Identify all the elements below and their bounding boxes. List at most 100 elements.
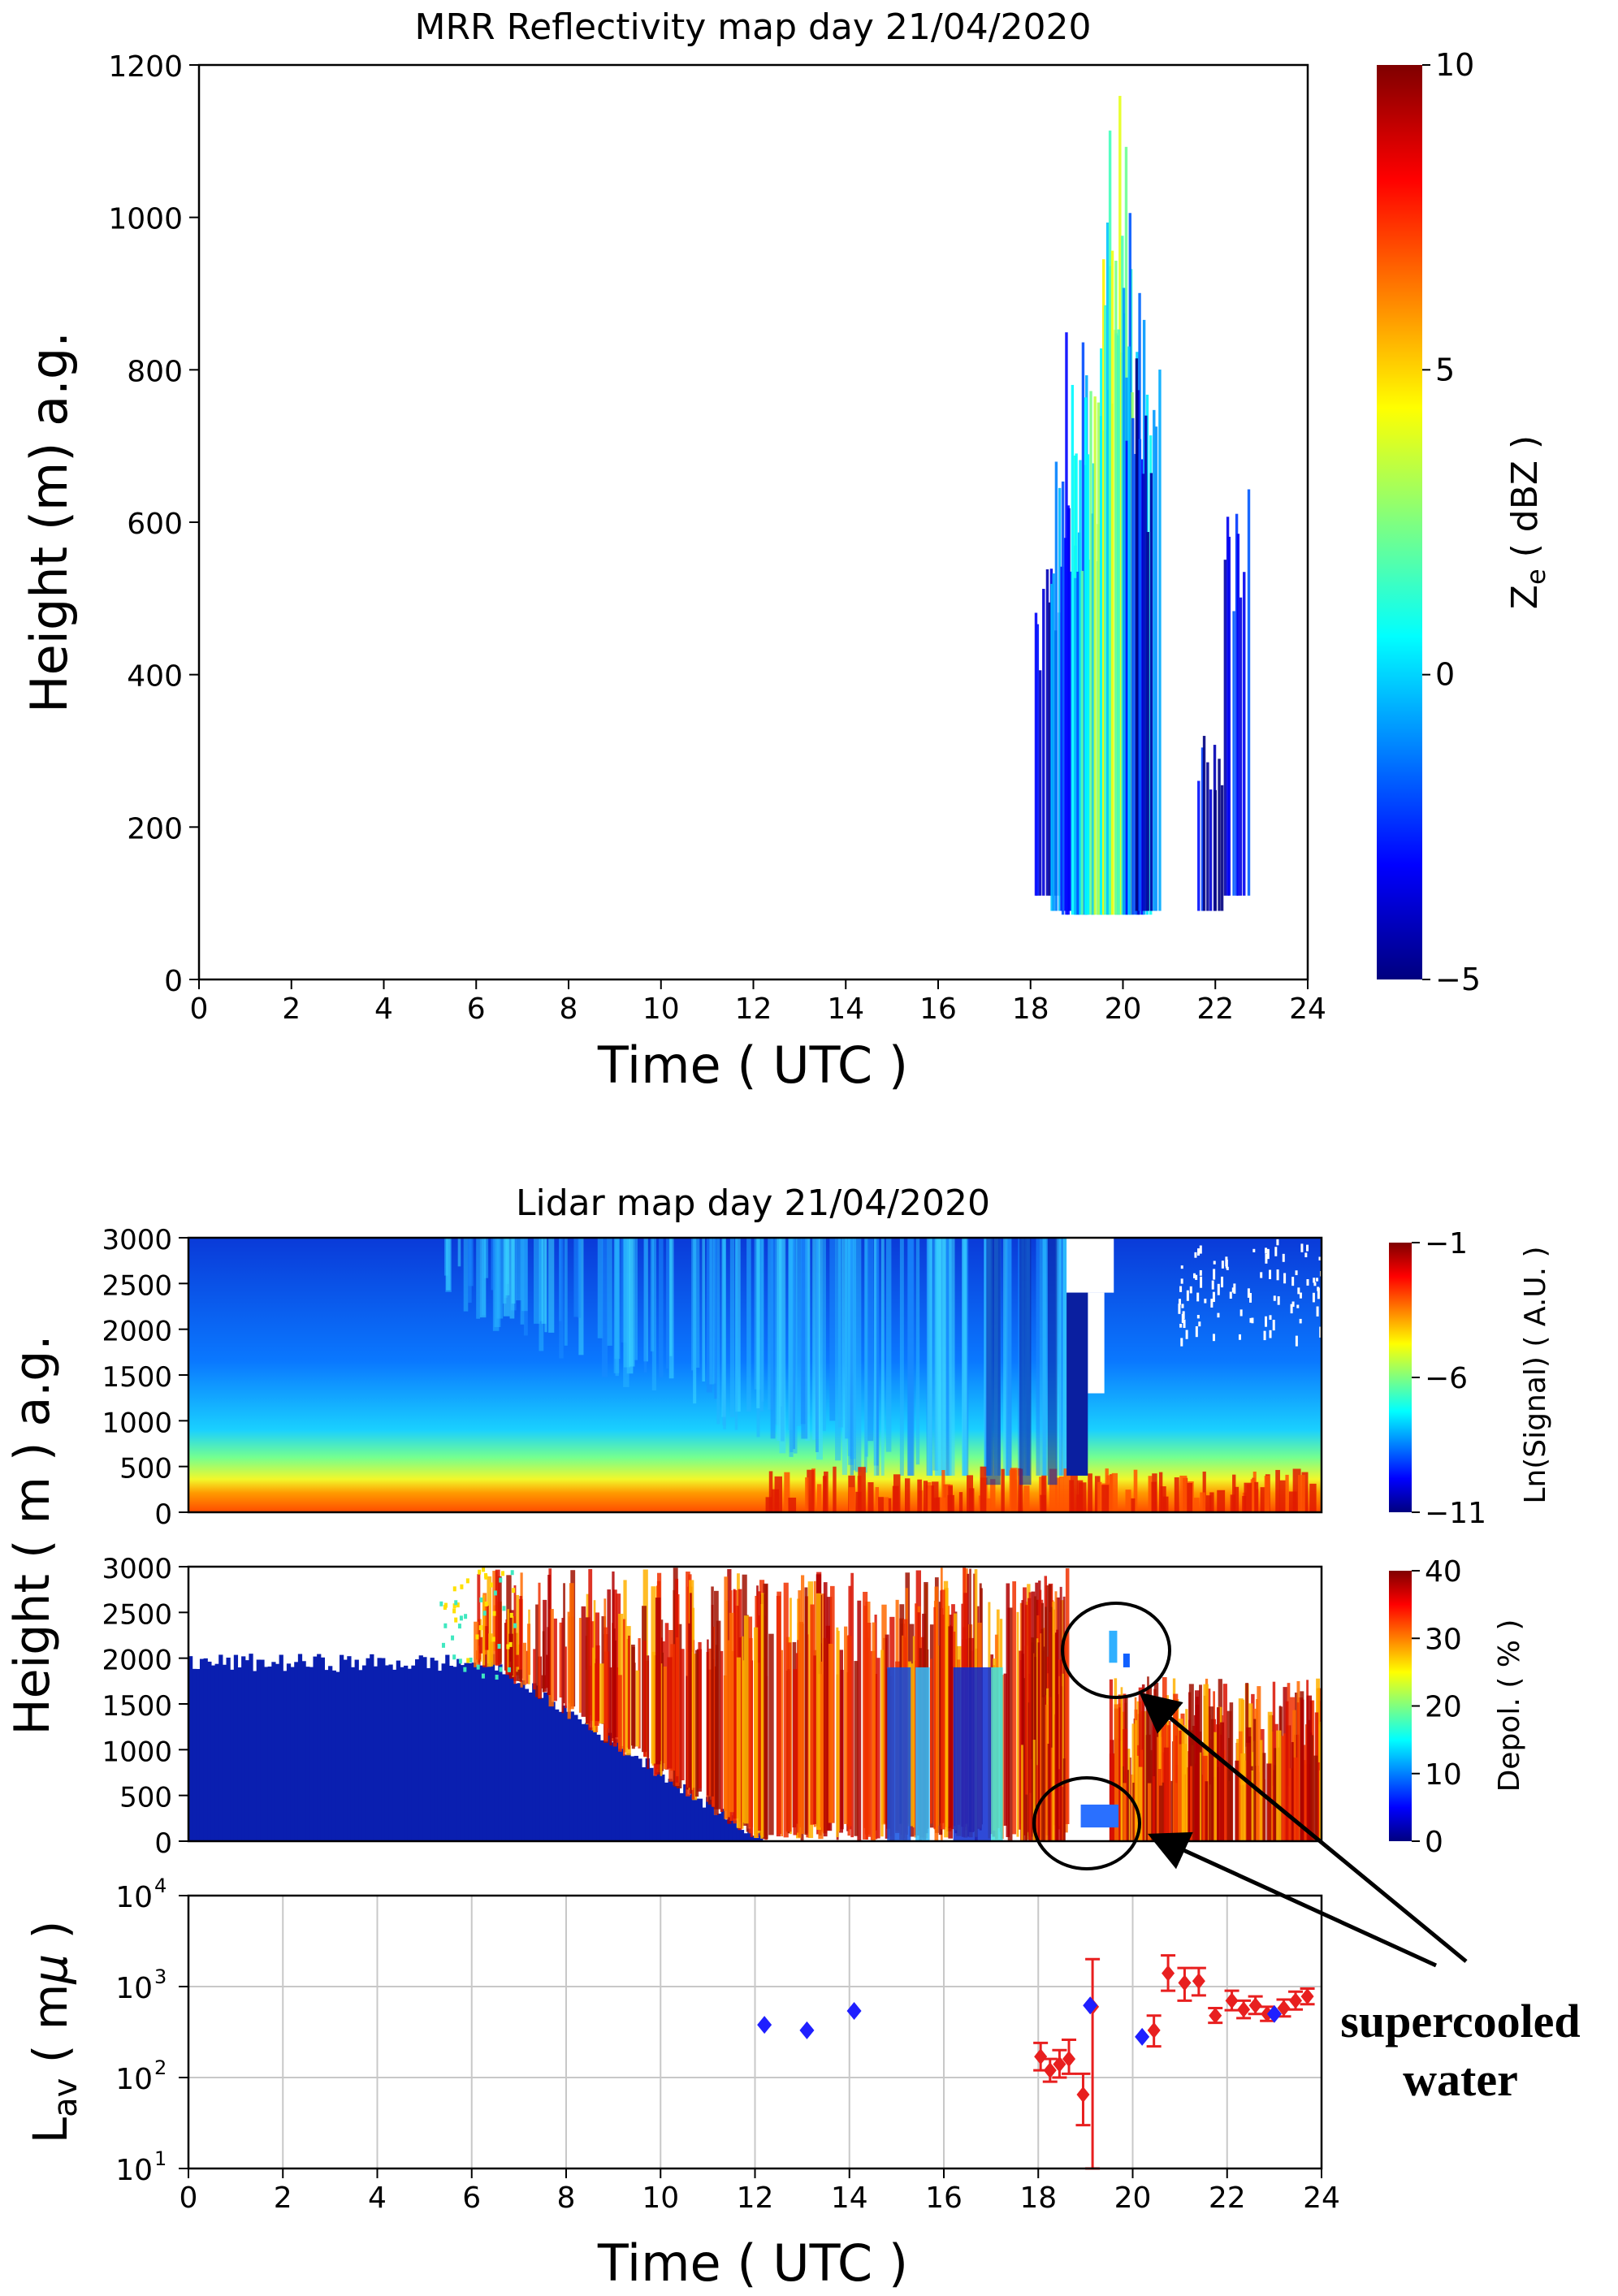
data-point (1147, 2021, 1161, 2039)
colorbar-tick-label: 40 (1425, 1555, 1462, 1589)
lidar-panel: Lidar map day 21/04/2020 0 500 1000 1500 200… (102, 1183, 1552, 1531)
mrr-colorbar-label: Ze ( dBZ ) (1504, 435, 1551, 609)
y-tick-label: 400 (127, 660, 183, 694)
x-tick-label: 4 (368, 2181, 387, 2215)
x-tick-label: 16 (925, 2181, 963, 2215)
data-point (1209, 2007, 1222, 2024)
data-point (1053, 2056, 1066, 2073)
colorbar-tick-label: 20 (1425, 1691, 1462, 1724)
mrr-colorbar (1377, 65, 1422, 979)
lidar-y-label: Height ( m ) a.g. (4, 1335, 61, 1736)
x-tick-label: 22 (1196, 992, 1234, 1026)
data-point (1266, 2004, 1282, 2023)
y-tick-exponent: 1 (154, 2147, 167, 2170)
y-tick-label: 3000 (102, 1553, 172, 1585)
lidar-colorbar-ticks: −11 −6 −1 (1412, 1227, 1486, 1530)
lav-x-axis: 0 2 4 6 8 10 12 14 16 18 20 22 24 (180, 2168, 1340, 2215)
data-point (1135, 2027, 1150, 2046)
data-point (1248, 1997, 1262, 2014)
y-tick-label: 200 (127, 812, 183, 845)
annotation-arrow-lower (1147, 1831, 1438, 1968)
x-tick-label: 22 (1209, 2181, 1246, 2215)
x-tick-label: 16 (919, 992, 957, 1026)
x-tick-label: 18 (1019, 2181, 1057, 2215)
annotation-line2: water (1403, 2053, 1518, 2106)
data-point (1300, 1988, 1314, 2005)
y-tick-label: 2500 (102, 1269, 172, 1302)
x-tick-label: 24 (1289, 992, 1326, 1026)
data-point (1225, 1992, 1239, 2009)
x-tick-label: 2 (282, 992, 301, 1026)
x-tick-label: 20 (1105, 992, 1142, 1026)
x-tick-label: 6 (462, 2181, 481, 2215)
x-tick-label: 14 (827, 992, 864, 1026)
y-tick-exponent: 4 (154, 1874, 167, 1897)
data-point (1034, 2048, 1048, 2065)
mrr-x-axis: 0 2 4 6 8 10 12 14 16 18 20 22 24 (190, 979, 1326, 1026)
supercooled-circle-lower (1032, 1776, 1141, 1870)
y-tick-label: 10 (115, 1972, 153, 2005)
lidar-title: Lidar map day 21/04/2020 (516, 1183, 990, 1224)
colorbar-tick-label: −6 (1425, 1362, 1468, 1395)
y-tick-label: 1000 (108, 203, 183, 236)
x-tick-label: 14 (831, 2181, 868, 2215)
y-tick-label: 0 (154, 1498, 172, 1531)
lidar-y-axis: 0 500 1000 1500 2000 2500 3000 (102, 1224, 188, 1531)
x-tick-label: 6 (467, 992, 486, 1026)
x-tick-label: 10 (642, 2181, 679, 2215)
colorbar-tick-label: 5 (1435, 352, 1455, 387)
depol-heatmap (188, 1567, 1322, 1841)
y-tick-label: 0 (154, 1827, 172, 1860)
supercooled-patch-lower (1080, 1804, 1119, 1828)
data-point (757, 2016, 772, 2034)
mrr-x-label: Time ( UTC ) (597, 1036, 908, 1095)
y-tick-label: 0 (164, 965, 183, 998)
data-point (1043, 2062, 1057, 2079)
annotation-arrow-upper (1139, 1692, 1468, 1963)
x-tick-label: 8 (560, 992, 578, 1026)
y-tick-label: 10 (115, 2154, 153, 2187)
mrr-y-label: Height (m) a.g. (19, 331, 79, 713)
annotation-line1: supercooled (1340, 1995, 1580, 2047)
y-tick-label: 3000 (102, 1224, 172, 1256)
lidar-colorbar (1389, 1243, 1412, 1512)
supercooled-patch-upper (1109, 1630, 1118, 1663)
x-tick-label: 0 (180, 2181, 198, 2215)
x-tick-label: 0 (190, 992, 209, 1026)
x-tick-label: 24 (1303, 2181, 1340, 2215)
lav-points (757, 1954, 1315, 2170)
x-tick-label: 12 (737, 2181, 774, 2215)
y-tick-label: 10 (115, 2063, 153, 2096)
x-tick-label: 2 (274, 2181, 292, 2215)
x-tick-label: 10 (642, 992, 680, 1026)
mrr-echoes (1034, 96, 1251, 915)
y-tick-label: 1500 (102, 1690, 172, 1723)
y-tick-label: 2500 (102, 1598, 172, 1631)
supercooled-annotation: supercooled water (1139, 1692, 1581, 2106)
data-point (1076, 2086, 1090, 2103)
y-tick-exponent: 2 (154, 2056, 167, 2079)
data-point (1237, 2001, 1251, 2018)
data-point (846, 2001, 862, 2020)
lidar-heatmap (188, 1238, 1322, 1512)
colorbar-tick-label: 0 (1425, 1826, 1443, 1859)
mrr-y-axis: 0 200 400 600 800 1000 1200 (108, 50, 199, 998)
x-tick-label: 8 (557, 2181, 576, 2215)
y-tick-label: 10 (115, 1881, 153, 1914)
mrr-echo (1223, 489, 1251, 896)
data-point (1062, 2051, 1076, 2068)
y-tick-label: 500 (119, 1782, 172, 1814)
mrr-echo (1135, 358, 1162, 911)
colorbar-tick-label: −11 (1425, 1497, 1486, 1530)
mrr-title: MRR Reflectivity map day 21/04/2020 (414, 6, 1091, 48)
x-tick-label: 20 (1114, 2181, 1152, 2215)
data-point (1083, 1996, 1098, 2015)
colorbar-tick-label: 0 (1435, 657, 1455, 693)
colorbar-tick-label: −5 (1435, 962, 1481, 997)
lav-y-label: Lav ( mμ ) (23, 1921, 84, 2144)
depol-colorbar-ticks: 0 10 20 30 40 (1412, 1555, 1462, 1859)
depol-y-axis: 0 500 1000 1500 2000 2500 3000 (102, 1553, 188, 1860)
